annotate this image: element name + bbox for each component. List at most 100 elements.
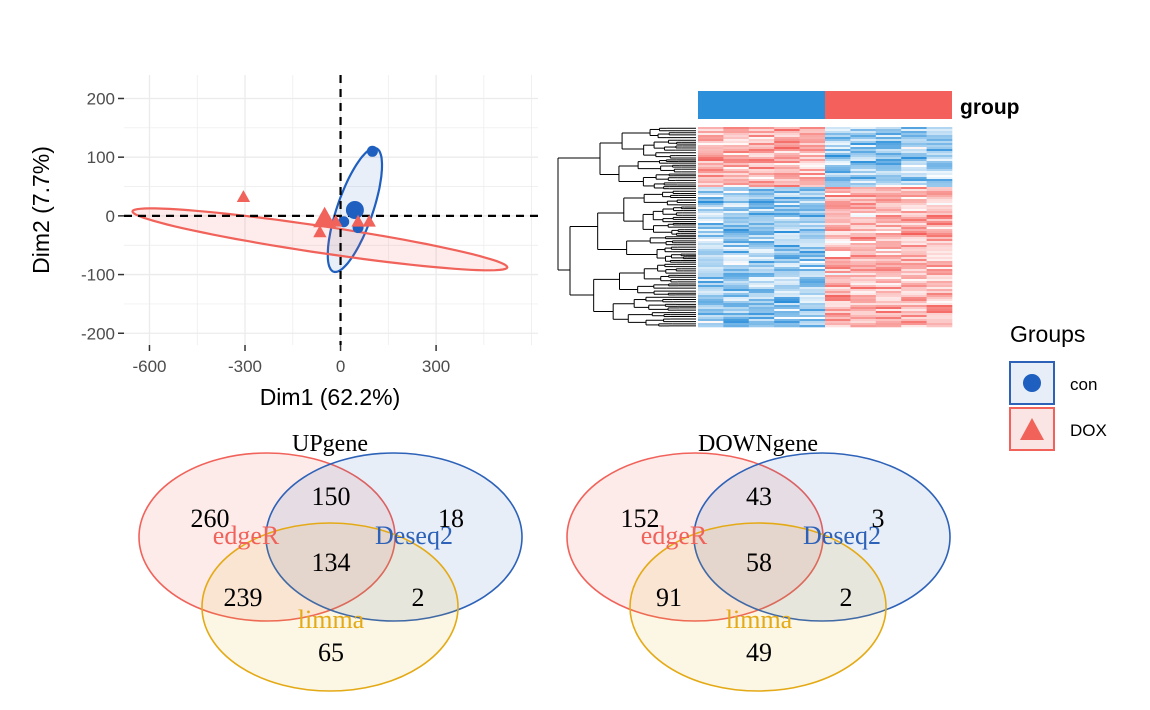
- heatmap-cell: [901, 219, 927, 222]
- heatmap-cell: [723, 243, 750, 246]
- heatmap-cell: [774, 139, 800, 142]
- heatmap-cell: [723, 229, 750, 232]
- heatmap-cell: [799, 319, 826, 322]
- heatmap-cell: [825, 229, 851, 232]
- heatmap-cell: [723, 321, 750, 324]
- heatmap-cell: [723, 325, 750, 328]
- heatmap-cell: [774, 287, 800, 290]
- venn-up-limma-circle: [201, 522, 459, 692]
- heatmap-cell: [748, 239, 775, 242]
- heatmap-cell: [875, 179, 902, 182]
- heatmap-cell: [748, 293, 775, 296]
- heatmap-cell: [825, 269, 851, 272]
- venn-up-deseq2-label: Deseq2: [375, 521, 453, 550]
- heatmap-cell: [825, 171, 851, 174]
- heatmap-cell: [799, 227, 826, 230]
- heatmap-cell: [774, 271, 800, 274]
- heatmap-cell: [698, 197, 724, 200]
- heatmap-cell: [698, 175, 724, 178]
- heatmap-cell: [723, 275, 750, 278]
- heatmap-cell: [875, 315, 902, 318]
- pca-point-dox: [313, 225, 327, 238]
- heatmap-cell: [748, 299, 775, 302]
- heatmap-cell: [799, 309, 826, 312]
- heatmap-cell: [723, 205, 750, 208]
- heatmap-cell: [926, 215, 953, 218]
- heatmap-cell: [875, 137, 902, 140]
- heatmap-cell: [926, 319, 953, 322]
- pca-ellipses: [131, 146, 509, 274]
- heatmap-cell: [825, 201, 851, 204]
- heatmap-cell: [875, 229, 902, 232]
- heatmap-cell: [748, 287, 775, 290]
- heatmap-cell: [723, 141, 750, 144]
- heatmap-cell: [875, 169, 902, 172]
- heatmap-cell: [698, 217, 724, 220]
- heatmap-cell: [926, 169, 953, 172]
- venn-up-all: 134: [312, 548, 351, 577]
- heatmap-cell: [723, 281, 750, 284]
- heatmap-cell: [926, 161, 953, 164]
- heatmap-cell: [850, 151, 877, 154]
- heatmap-cell: [723, 297, 750, 300]
- heatmap-cell: [825, 295, 851, 298]
- heatmap-cell: [774, 173, 800, 176]
- heatmap-cell: [850, 235, 877, 238]
- heatmap-cell: [926, 315, 953, 318]
- heatmap-cell: [774, 317, 800, 320]
- heatmap-cell: [748, 169, 775, 172]
- heatmap-cell: [799, 215, 826, 218]
- heatmap-cell: [850, 191, 877, 194]
- heatmap-cell: [799, 233, 826, 236]
- heatmap-cell: [723, 167, 750, 170]
- heatmap-cell: [799, 175, 826, 178]
- heatmap-cell: [748, 181, 775, 184]
- heatmap-cell: [825, 151, 851, 154]
- heatmap-cell: [875, 305, 902, 308]
- heatmap-cell: [698, 257, 724, 260]
- heatmap-cell: [850, 201, 877, 204]
- heatmap-cell: [748, 241, 775, 244]
- heatmap-cell: [774, 185, 800, 188]
- heatmap-cell: [850, 145, 877, 148]
- heatmap-cell: [748, 267, 775, 270]
- heatmap-cell: [723, 309, 750, 312]
- heatmap-cell: [825, 167, 851, 170]
- heatmap-cell: [825, 141, 851, 144]
- heatmap-cell: [825, 203, 851, 206]
- heatmap-cell: [698, 195, 724, 198]
- heatmap-cell: [850, 303, 877, 306]
- heatmap-cell: [875, 217, 902, 220]
- heatmap-cell: [698, 253, 724, 256]
- heatmap-cell: [799, 267, 826, 270]
- heatmap-cell: [723, 285, 750, 288]
- heatmap-cell: [825, 143, 851, 146]
- heatmap-cell: [748, 143, 775, 146]
- heatmap-cell: [901, 291, 927, 294]
- heatmap-cell: [850, 159, 877, 162]
- heatmap-cell: [901, 177, 927, 180]
- heatmap-row-dendrogram: [557, 127, 696, 327]
- pca-x-tick-label: -600: [132, 357, 166, 376]
- heatmap-cell: [875, 257, 902, 260]
- heatmap-cell: [774, 323, 800, 326]
- heatmap-cell: [748, 253, 775, 256]
- heatmap-cell: [825, 307, 851, 310]
- heatmap-cell: [723, 147, 750, 150]
- pca-point-dox: [351, 214, 365, 227]
- heatmap-cell: [926, 133, 953, 136]
- heatmap-cell: [723, 185, 750, 188]
- heatmap-cell: [875, 295, 902, 298]
- heatmap-cell: [799, 315, 826, 318]
- heatmap-cell: [850, 237, 877, 240]
- heatmap-cell: [774, 163, 800, 166]
- heatmap-cell: [926, 183, 953, 186]
- heatmap-cell: [825, 199, 851, 202]
- venn-down-limma-label: limma: [726, 605, 793, 634]
- heatmap-cell: [723, 303, 750, 306]
- heatmap-cell: [698, 239, 724, 242]
- heatmap-cell: [698, 223, 724, 226]
- heatmap-cell: [825, 241, 851, 244]
- heatmap-cell: [748, 207, 775, 210]
- heatmap-cell: [698, 147, 724, 150]
